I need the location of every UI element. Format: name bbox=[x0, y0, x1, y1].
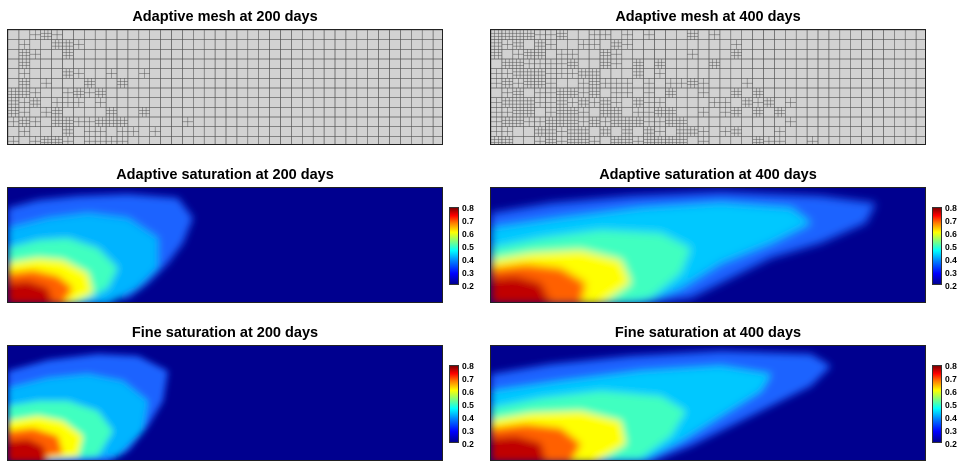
fine-sat-400-plot bbox=[491, 346, 925, 460]
colorbar-tick: 0.7 bbox=[462, 216, 474, 226]
adapt-sat-panel-400 bbox=[490, 187, 926, 303]
colorbar-tick: 0.8 bbox=[462, 361, 474, 371]
title-mesh-200: Adaptive mesh at 200 days bbox=[132, 9, 318, 25]
title-fine-sat-200: Fine saturation at 200 days bbox=[131, 325, 319, 341]
colorbar-tick: 0.4 bbox=[462, 413, 474, 423]
colorbar-tick: 0.4 bbox=[462, 255, 474, 265]
colorbar-tick: 0.2 bbox=[945, 281, 957, 291]
colorbar-tick: 0.3 bbox=[462, 268, 474, 278]
colorbar-tick: 0.8 bbox=[945, 361, 957, 371]
colorbar-tick: 0.5 bbox=[945, 242, 957, 252]
colorbar-tick: 0.5 bbox=[462, 400, 474, 410]
colorbar-tick: 0.2 bbox=[462, 439, 474, 449]
mesh-200-plot bbox=[8, 30, 442, 144]
colorbar-adapt-400 bbox=[932, 207, 942, 285]
colorbar-tick: 0.7 bbox=[462, 374, 474, 384]
colorbar-tick: 0.2 bbox=[945, 439, 957, 449]
colorbar-tick: 0.7 bbox=[945, 216, 957, 226]
colorbar-tick: 0.5 bbox=[945, 400, 957, 410]
mesh-panel-200 bbox=[7, 29, 443, 145]
fine-sat-panel-400 bbox=[490, 345, 926, 461]
colorbar-tick: 0.3 bbox=[945, 268, 957, 278]
colorbar-tick: 0.7 bbox=[945, 374, 957, 384]
colorbar-tick: 0.6 bbox=[462, 387, 474, 397]
mesh-400-plot bbox=[491, 30, 925, 144]
colorbar-fine-400 bbox=[932, 365, 942, 443]
colorbar-tick: 0.6 bbox=[945, 387, 957, 397]
colorbar-tick: 0.8 bbox=[945, 203, 957, 213]
colorbar-tick: 0.5 bbox=[462, 242, 474, 252]
adapt-sat-200-plot bbox=[8, 188, 442, 302]
colorbar-fine-200 bbox=[449, 365, 459, 443]
title-fine-sat-400: Fine saturation at 400 days bbox=[614, 325, 802, 341]
colorbar-tick: 0.2 bbox=[462, 281, 474, 291]
colorbar-tick: 0.8 bbox=[462, 203, 474, 213]
fine-sat-panel-200 bbox=[7, 345, 443, 461]
colorbar-tick: 0.4 bbox=[945, 413, 957, 423]
title-mesh-400: Adaptive mesh at 400 days bbox=[615, 9, 801, 25]
title-adapt-sat-200: Adaptive saturation at 200 days bbox=[116, 167, 334, 183]
mesh-panel-400 bbox=[490, 29, 926, 145]
colorbar-tick: 0.3 bbox=[462, 426, 474, 436]
colorbar-adapt-200 bbox=[449, 207, 459, 285]
colorbar-tick: 0.3 bbox=[945, 426, 957, 436]
colorbar-tick: 0.6 bbox=[945, 229, 957, 239]
adapt-sat-panel-200 bbox=[7, 187, 443, 303]
title-adapt-sat-400: Adaptive saturation at 400 days bbox=[599, 167, 817, 183]
fine-sat-200-plot bbox=[8, 346, 442, 460]
adapt-sat-400-plot bbox=[491, 188, 925, 302]
colorbar-tick: 0.4 bbox=[945, 255, 957, 265]
colorbar-tick: 0.6 bbox=[462, 229, 474, 239]
